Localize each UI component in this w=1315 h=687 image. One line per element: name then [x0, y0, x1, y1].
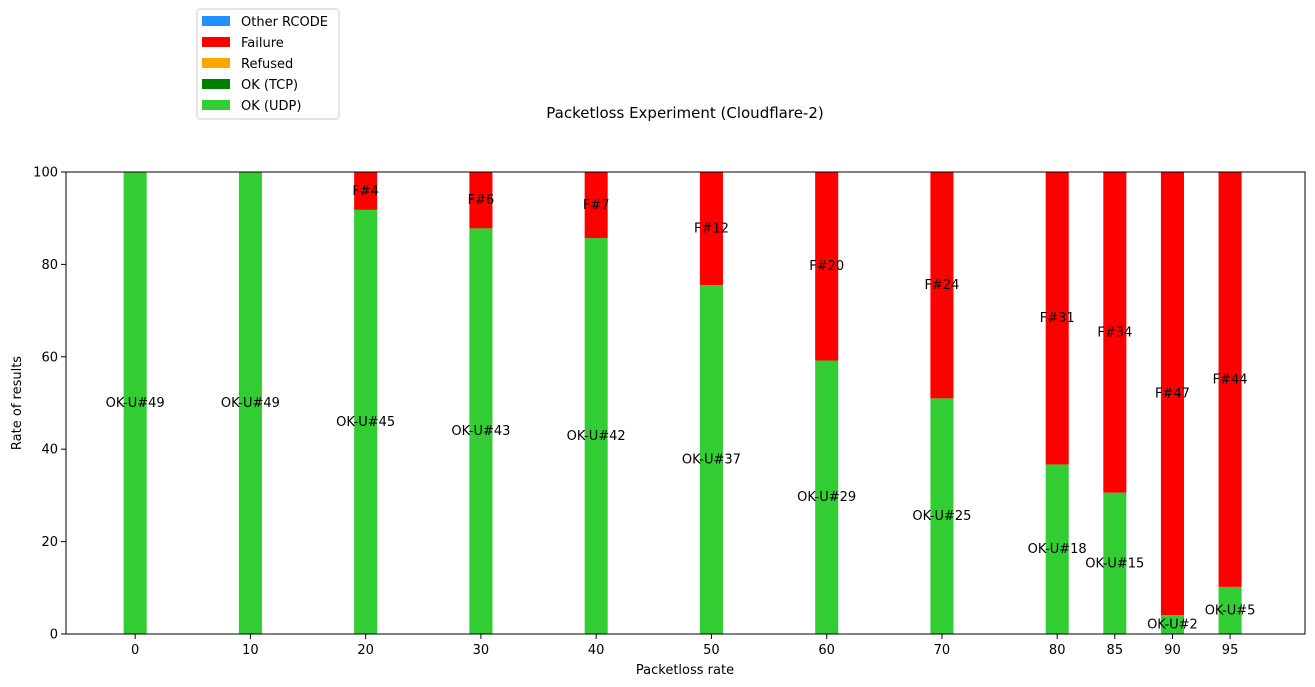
legend-swatch-refused: [202, 58, 230, 68]
bar-value-label: OK-U#37: [682, 453, 741, 468]
legend-swatch-ok-tcp: [202, 79, 230, 89]
bar-ok-udp: [699, 285, 723, 634]
bar-ok-udp: [123, 172, 147, 634]
bar-labels-layer: OK-U#49 OK-U#49 OK-U#45 F#4 OK-U#43 F#6 OK-U#4…: [106, 184, 1256, 633]
legend-swatch-ok-udp: [202, 100, 230, 110]
bar-ok-udp: [1160, 615, 1184, 634]
bar-failure: [699, 172, 723, 286]
bar-value-label: OK-U#15: [1085, 556, 1144, 571]
bar-value-label: OK-U#43: [451, 424, 510, 439]
legend: Other RCODE Failure Refused OK (TCP) OK …: [196, 8, 340, 120]
bar-ok-udp: [469, 228, 493, 634]
bar-ok-udp: [1045, 464, 1069, 634]
bar-failure: [930, 172, 954, 399]
x-tick-label: 40: [588, 643, 605, 658]
bar-value-label: F#24: [924, 278, 959, 293]
bar-value-label: OK-U#49: [106, 396, 165, 411]
x-tick-label: 30: [473, 643, 490, 658]
bar-failure: [1160, 172, 1184, 616]
bar-value-label: F#12: [694, 222, 729, 237]
bar-value-label: F#47: [1155, 387, 1190, 402]
bar-ok-udp: [815, 360, 839, 634]
bar-value-label: OK-U#45: [336, 415, 395, 430]
bar-value-label: F#31: [1040, 311, 1075, 326]
bar-value-label: OK-U#18: [1028, 542, 1087, 557]
y-tick-label: 60: [41, 350, 58, 365]
legend-label-ok-tcp: OK (TCP): [241, 78, 298, 93]
x-tick-label: 70: [934, 643, 951, 658]
bar-ok-udp: [1103, 492, 1127, 634]
y-tick-label: 80: [41, 258, 58, 273]
y-tick-label: 40: [41, 443, 58, 458]
bar-failure: [469, 172, 493, 229]
bar-value-label: F#34: [1097, 325, 1132, 340]
bar-value-label: F#7: [583, 198, 610, 213]
bar-value-label: OK-U#29: [797, 490, 856, 505]
y-tick-label: 0: [50, 628, 58, 643]
bar-ok-udp: [584, 238, 608, 635]
bar-value-label: OK-U#25: [912, 509, 971, 524]
y-tick-label: 20: [41, 535, 58, 550]
legend-frame: [196, 8, 340, 120]
y-axis-label: Rate of results: [10, 356, 25, 450]
x-tick-label: 10: [242, 643, 259, 658]
bar-value-label: F#44: [1213, 372, 1248, 387]
bar-value-label: F#6: [468, 193, 495, 208]
bars-layer: [123, 172, 1242, 635]
bar-failure: [1103, 172, 1127, 493]
bar-failure: [354, 172, 378, 210]
bar-value-label: OK-U#49: [221, 396, 280, 411]
x-tick-label: 95: [1222, 643, 1239, 658]
bar-failure: [815, 172, 839, 361]
bar-value-label: OK-U#2: [1147, 618, 1198, 633]
legend-swatch-other-rcode: [202, 16, 230, 26]
x-tick-label: 80: [1049, 643, 1066, 658]
bar-failure: [1045, 172, 1069, 465]
bar-value-label: OK-U#5: [1205, 603, 1256, 618]
bar-ok-udp: [238, 172, 262, 634]
legend-label-ok-udp: OK (UDP): [241, 99, 301, 114]
bar-failure: [1218, 172, 1242, 587]
x-tick-label: 60: [818, 643, 835, 658]
bar-ok-udp: [930, 398, 954, 634]
x-tick-label: 50: [703, 643, 720, 658]
plot-frame: [65, 171, 1306, 635]
chart-title: Packetloss Experiment (Cloudflare-2): [546, 104, 823, 122]
x-tick-label: 20: [357, 643, 374, 658]
bar-value-label: OK-U#42: [567, 429, 626, 444]
legend-label-other-rcode: Other RCODE: [241, 15, 328, 30]
x-tick-label: 90: [1164, 643, 1181, 658]
bar-failure: [584, 172, 608, 239]
x-axis-label: Packetloss rate: [636, 663, 734, 678]
legend-swatch-failure: [202, 37, 230, 47]
x-tick-label: 85: [1107, 643, 1124, 658]
bar-ok-udp: [1218, 586, 1242, 634]
bar-value-label: F#4: [352, 184, 379, 199]
x-tick-label: 0: [131, 643, 139, 658]
ticks-layer: 0 20 40 60 80 100 0 10 20 30 40 50 60 70 80 85 90 95: [33, 166, 1238, 659]
legend-label-failure: Failure: [241, 36, 284, 51]
bar-ok-udp: [354, 209, 378, 634]
bar-value-label: F#20: [809, 259, 844, 274]
y-tick-label: 100: [33, 166, 58, 181]
legend-label-refused: Refused: [241, 57, 293, 72]
